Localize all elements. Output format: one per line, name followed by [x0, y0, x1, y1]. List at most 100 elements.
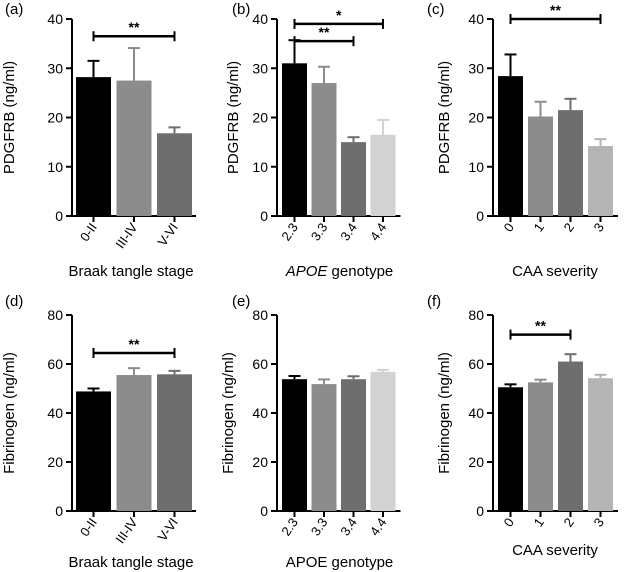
- x-tick-label: 1: [531, 220, 547, 235]
- x-tick-label: V-VI: [155, 515, 181, 544]
- panel-label: (e): [232, 293, 250, 310]
- x-tick-label: 4.4: [367, 220, 390, 243]
- bar: [370, 134, 396, 216]
- y-tick-label: 30: [47, 60, 63, 76]
- bar: [558, 361, 583, 511]
- bar: [498, 387, 523, 511]
- chart-panel-3: (d) 0 20 40 60 80 Fibrinogen (ng/ml) 0-II III-IV…: [1, 293, 196, 571]
- y-tick-label: 30: [468, 60, 484, 76]
- x-tick-label: 0: [501, 515, 517, 530]
- bar: [341, 142, 366, 216]
- y-tick-label: 10: [468, 159, 484, 175]
- y-tick-label: 20: [47, 454, 63, 470]
- y-tick-label: 0: [476, 208, 484, 224]
- y-tick-label: 40: [47, 405, 63, 421]
- y-tick-label: 0: [476, 503, 484, 519]
- x-axis-title: APOE genotype: [285, 263, 394, 280]
- y-tick-label: 40: [252, 11, 268, 27]
- y-tick-label: 60: [468, 356, 484, 372]
- y-tick-label: 10: [47, 159, 63, 175]
- x-tick-label: V-VI: [155, 220, 181, 249]
- x-tick-label: 3.4: [337, 220, 360, 243]
- panel-label: (d): [5, 293, 23, 310]
- x-axis-title-text: CAA severity: [512, 263, 598, 280]
- chart-panel-0: (a) 0 10 20 30 40 PDGFRB (ng/ml) 0-II III-IV V-VI…: [1, 1, 196, 280]
- y-tick-label: 40: [47, 11, 63, 27]
- y-tick-label: 0: [55, 503, 63, 519]
- bar: [282, 379, 307, 511]
- bar: [528, 116, 553, 216]
- x-tick-label: 3.3: [308, 515, 331, 538]
- bar: [157, 374, 192, 511]
- significance-label: **: [550, 2, 561, 18]
- bar: [282, 63, 307, 217]
- bar: [370, 371, 396, 511]
- y-tick-label: 80: [252, 307, 268, 323]
- x-axis-title-text: APOE genotype: [286, 554, 394, 571]
- y-axis-title: PDGFRB (ng/ml): [436, 61, 453, 174]
- y-axis-title: PDGFRB (ng/ml): [1, 61, 18, 174]
- y-tick-label: 60: [252, 356, 268, 372]
- y-tick-label: 80: [47, 307, 63, 323]
- x-axis-title-text: Braak tangle stage: [68, 263, 193, 280]
- y-tick-label: 40: [252, 405, 268, 421]
- significance-label: **: [535, 318, 546, 334]
- x-axis-title-text: genotype: [327, 263, 393, 280]
- x-tick-label: III-IV: [112, 515, 140, 546]
- bar: [116, 375, 152, 511]
- significance-label: **: [319, 24, 330, 40]
- x-axis-title: Braak tangle stage: [68, 554, 193, 571]
- x-axis-title: CAA severity: [512, 263, 598, 280]
- x-tick-label: 1: [531, 515, 547, 530]
- x-axis-title: APOE genotype: [286, 554, 394, 571]
- y-tick-label: 30: [252, 60, 268, 76]
- bar: [498, 76, 523, 216]
- y-tick-label: 20: [252, 454, 268, 470]
- x-tick-label: 2.3: [278, 515, 301, 538]
- panel-label: (f): [427, 293, 441, 310]
- bar: [341, 379, 366, 511]
- y-tick-label: 0: [55, 208, 63, 224]
- y-axis-title: Fibrinogen (ng/ml): [1, 352, 18, 474]
- x-axis-title-text: Braak tangle stage: [68, 554, 193, 571]
- x-tick-label: 2: [561, 220, 577, 235]
- bar: [116, 80, 152, 216]
- x-tick-label: 0-II: [77, 220, 100, 244]
- significance-label: **: [129, 336, 140, 352]
- x-axis-title: Braak tangle stage: [68, 263, 193, 280]
- bar: [588, 146, 613, 216]
- x-tick-label: 2: [561, 515, 577, 530]
- x-tick-label: 0-II: [77, 515, 100, 539]
- x-tick-label: 2.3: [278, 220, 301, 243]
- panel-label: (a): [5, 1, 23, 18]
- bar: [588, 378, 613, 511]
- y-tick-label: 10: [252, 159, 268, 175]
- y-tick-label: 80: [468, 307, 484, 323]
- panel-label: (b): [232, 1, 250, 18]
- significance-label: **: [129, 19, 140, 35]
- y-tick-label: 40: [468, 405, 484, 421]
- panel-label: (c): [427, 1, 445, 18]
- bar: [528, 382, 553, 511]
- bar: [157, 133, 192, 216]
- bar: [76, 391, 111, 511]
- significance-label: *: [336, 7, 342, 23]
- x-tick-label: 3.4: [337, 515, 360, 538]
- y-tick-label: 60: [47, 356, 63, 372]
- x-tick-label: 3: [591, 220, 607, 235]
- y-axis-title: Fibrinogen (ng/ml): [220, 352, 237, 474]
- x-axis-title-italic: APOE: [285, 263, 329, 280]
- y-axis-title: Fibrinogen (ng/ml): [436, 352, 453, 474]
- y-tick-label: 40: [468, 11, 484, 27]
- chart-panel-4: (e) 0 20 40 60 80 Fibrinogen (ng/ml) 2.3 3.3 3.4 4…: [220, 293, 401, 571]
- x-tick-label: 4.4: [367, 515, 390, 538]
- y-tick-label: 20: [252, 110, 268, 126]
- y-tick-label: 0: [260, 208, 268, 224]
- x-tick-label: 3: [591, 515, 607, 530]
- bar: [311, 83, 337, 217]
- y-tick-label: 20: [47, 110, 63, 126]
- x-tick-label: 0: [501, 220, 517, 235]
